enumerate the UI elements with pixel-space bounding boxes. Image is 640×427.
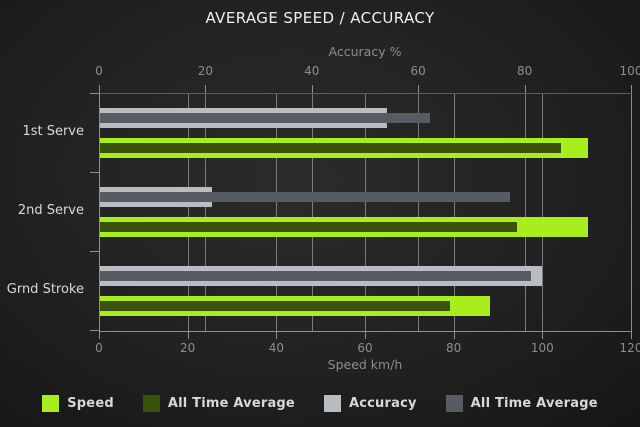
category-label-grnd-stroke: Grnd Stroke: [6, 282, 84, 297]
legend-label-accuracy: Accuracy: [348, 396, 417, 411]
chart-title: AVERAGE SPEED / ACCURACY: [205, 9, 435, 27]
bar-accuracy-alltime-grnd-stroke: [100, 271, 531, 281]
top-tick-60: 60: [410, 64, 426, 78]
bottom-tick-0: 0: [95, 341, 103, 355]
top-tick-100: 100: [619, 64, 640, 78]
bar-speed-alltime-grnd-stroke: [100, 301, 451, 311]
gridline-bottom-80: [453, 94, 455, 331]
bottom-tick-80: 80: [446, 341, 462, 355]
top-axis-title: Accuracy %: [328, 44, 402, 59]
top-tick-80: 80: [516, 64, 533, 78]
left-tickmark-2: [90, 251, 99, 252]
gridline-bottom-40: [276, 94, 278, 331]
bottom-axis-title: Speed km/h: [327, 357, 403, 372]
gridline-bottom-60: [365, 94, 366, 331]
bottom-tickmark-60: [365, 331, 366, 339]
bar-accuracy-alltime-1st-serve: [100, 113, 430, 123]
legend-label-speed-alltime: All Time Average: [167, 396, 295, 411]
bottom-tickmark-120: [631, 331, 632, 339]
top-tick-40: 40: [304, 64, 320, 78]
bottom-tick-40: 40: [268, 341, 284, 355]
top-tickmark-80: [524, 85, 526, 93]
legend-label-speed: Speed: [67, 396, 114, 411]
left-tickmark-0: [90, 93, 99, 94]
legend-label-accuracy-alltime: All Time Average: [470, 396, 598, 411]
bottom-tickmark-80: [453, 331, 455, 339]
bottom-tick-100: 100: [530, 341, 554, 355]
left-tickmark-3: [90, 330, 99, 331]
bottom-tick-120: 120: [619, 341, 640, 355]
bar-accuracy-alltime-2nd-serve: [100, 192, 510, 202]
legend-item-speed-alltime: All Time Average: [142, 395, 295, 412]
gridline-bottom-20: [187, 94, 189, 331]
gridline-top-20: [205, 94, 207, 331]
legend: Speed All Time Average Accuracy All Time Av…: [0, 395, 640, 412]
bottom-tick-20: 20: [180, 341, 196, 355]
top-tickmark-0: [99, 85, 100, 93]
bottom-tick-60: 60: [357, 341, 373, 355]
gridline-top-80: [524, 94, 526, 331]
legend-item-accuracy-alltime: All Time Average: [445, 395, 598, 412]
top-tick-20: 20: [197, 64, 214, 78]
plot-area: [99, 93, 632, 332]
bottom-tickmark-20: [187, 331, 189, 339]
legend-swatch-accuracy: [323, 395, 341, 412]
bar-speed-alltime-2nd-serve: [100, 222, 517, 232]
top-tickmark-20: [205, 85, 207, 93]
bottom-tickmark-100: [542, 331, 544, 339]
legend-item-accuracy: Accuracy: [323, 395, 417, 412]
top-tickmark-100: [631, 85, 632, 93]
top-tickmark-40: [311, 85, 313, 93]
bottom-tickmark-40: [276, 331, 278, 339]
gridline-bottom-100: [542, 94, 544, 331]
legend-swatch-accuracy-alltime: [445, 395, 463, 412]
left-tickmark-1: [90, 172, 99, 173]
bar-speed-alltime-1st-serve: [100, 143, 562, 153]
bottom-tickmark-0: [99, 331, 100, 339]
gridline-bottom-120: [631, 94, 632, 331]
legend-swatch-speed-alltime: [142, 395, 160, 412]
category-label-2nd-serve: 2nd Serve: [17, 203, 84, 218]
category-label-1st-serve: 1st Serve: [22, 124, 84, 139]
gridline-top-40: [311, 94, 313, 331]
legend-swatch-speed: [42, 395, 60, 412]
top-tickmark-60: [418, 85, 420, 93]
legend-item-speed: Speed: [42, 395, 114, 412]
gridline-top-60: [418, 94, 420, 331]
top-tick-0: 0: [95, 64, 103, 78]
